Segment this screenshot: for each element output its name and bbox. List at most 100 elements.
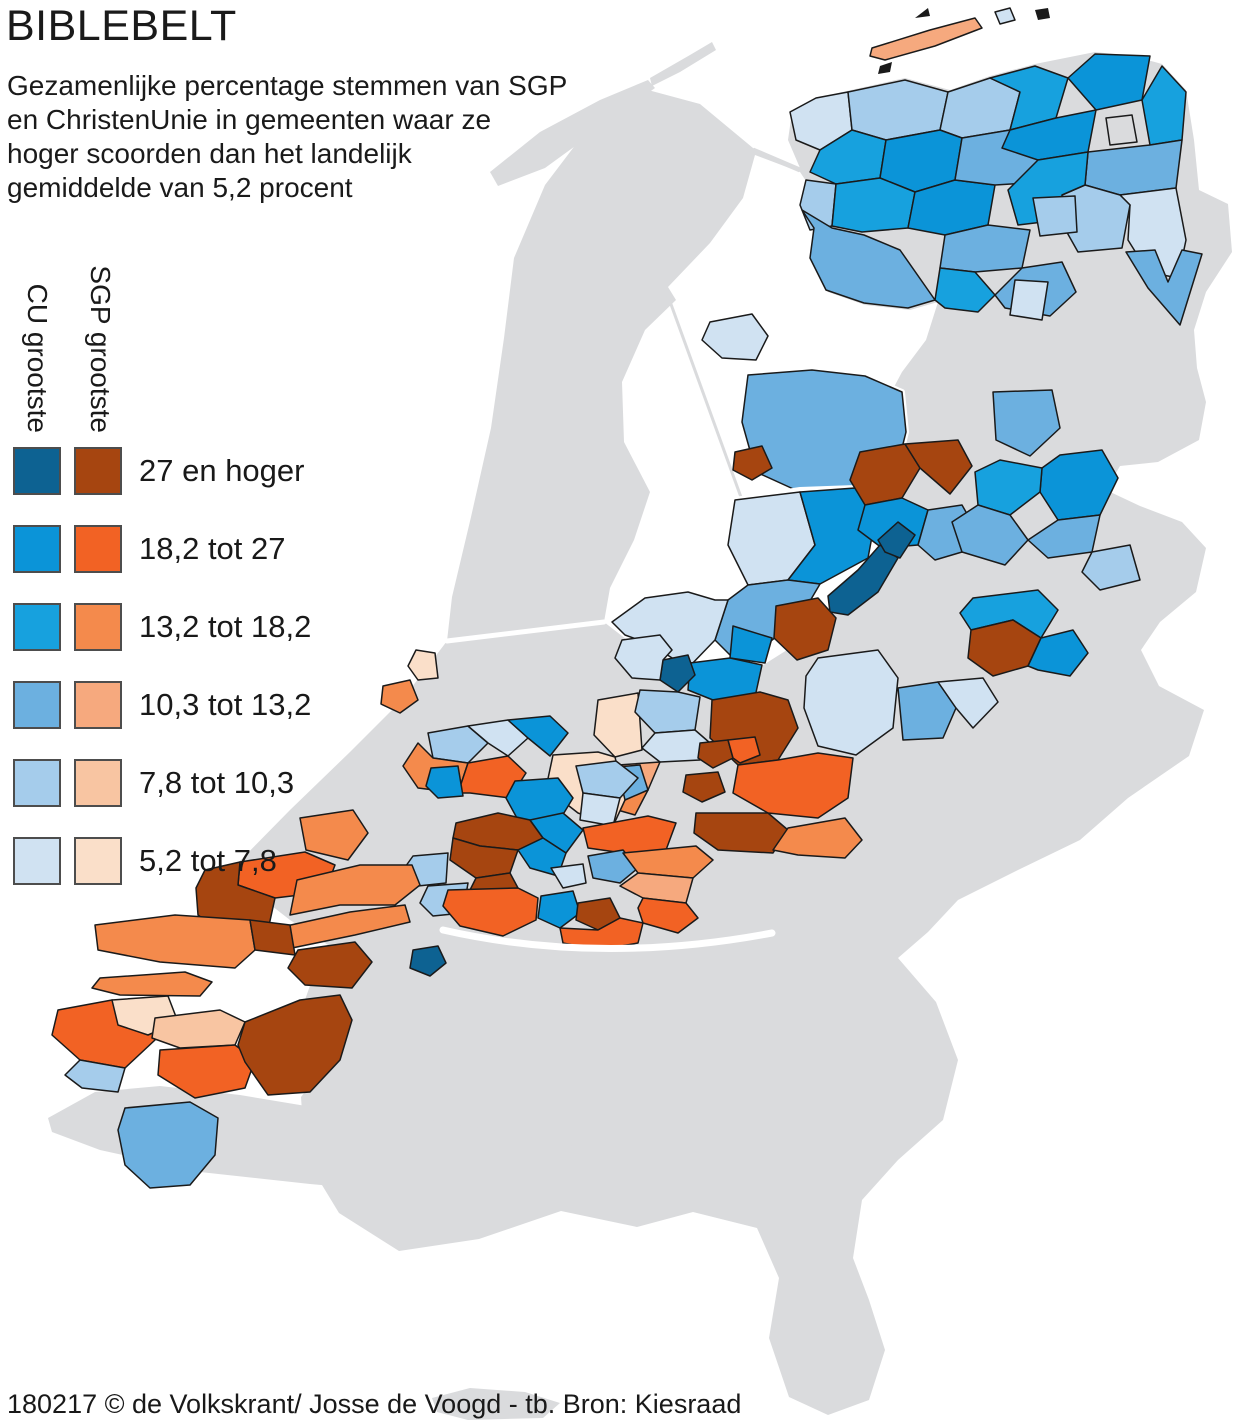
legend-row: 10,3 tot 13,2 — [13, 681, 311, 729]
reimerswaal — [237, 994, 353, 1096]
municipality-shape — [507, 715, 569, 757]
municipality-shape — [550, 863, 587, 889]
municipality-shape — [439, 926, 776, 952]
municipality-shape — [1067, 53, 1151, 111]
municipality-shape — [1027, 514, 1101, 559]
legend: 27 en hoger 18,2 tot 27 13,2 tot 18,2 10,3 … — [13, 447, 311, 915]
legend-swatch-cu — [13, 837, 61, 885]
municipality-shape — [1141, 65, 1187, 146]
legend-row-label: 10,3 tot 13,2 — [139, 687, 312, 722]
legend-swatch-sgp — [74, 759, 122, 807]
municipality-shape — [937, 677, 999, 729]
houtribdijk — [666, 295, 744, 501]
hoeksche-waard — [289, 864, 421, 916]
legend-row-label: 13,2 tot 18,2 — [139, 609, 312, 644]
municipality-shape — [897, 681, 957, 741]
katwijk — [380, 679, 419, 714]
municipality-shape — [701, 313, 769, 361]
municipality-shape — [1009, 279, 1049, 321]
zuid-beveland — [157, 1044, 256, 1099]
municipality-shape — [579, 792, 621, 827]
islet — [878, 62, 892, 74]
legend-swatch-cu — [13, 447, 61, 495]
municipality-shape — [427, 725, 489, 764]
municipality-shape — [467, 719, 529, 757]
afsluitdijk — [752, 147, 801, 173]
westland — [299, 809, 369, 861]
municipality-shape — [951, 504, 1029, 566]
municipality-shape — [614, 634, 673, 681]
neder-betuwe — [693, 812, 789, 854]
legend-row-label: 18,2 tot 27 — [139, 531, 286, 566]
gray-municipality — [1105, 114, 1138, 146]
municipality-shape — [877, 521, 916, 559]
legend-row: 18,2 tot 27 — [13, 525, 311, 573]
noord-beveland — [91, 971, 213, 997]
credit-line: 180217 © de Volkskrant/ Josse de Voogd -… — [7, 1389, 742, 1419]
veenendaal — [682, 771, 726, 803]
legend-row-label: 27 en hoger — [139, 453, 305, 488]
municipality-shape — [637, 897, 699, 934]
municipality-shape — [1032, 195, 1078, 237]
subtitle: Gezamenlijke percentage stemmen van SGP … — [7, 69, 567, 205]
municipality-shape — [529, 812, 584, 854]
municipality-shape — [801, 209, 936, 309]
municipality-shape — [575, 760, 639, 799]
municipality-shape — [1027, 629, 1089, 677]
legend-row: 27 en hoger — [13, 447, 311, 495]
municipality-shape — [537, 890, 581, 929]
municipality-shape — [407, 649, 439, 681]
legend-swatch-sgp — [74, 681, 122, 729]
legend-swatch-cu — [13, 759, 61, 807]
legend-swatch-cu — [13, 681, 61, 729]
legend-row-label: 7,8 tot 10,3 — [139, 765, 295, 800]
islet — [1035, 8, 1050, 20]
municipality-shape — [727, 736, 761, 764]
legend-row: 7,8 tot 10,3 — [13, 759, 311, 807]
noordzeekanaal — [444, 619, 607, 644]
legend-swatch-sgp — [74, 837, 122, 885]
municipality-shape — [593, 692, 643, 758]
legend-swatch-sgp — [74, 603, 122, 651]
subtitle-line: hoger scoorden dan het landelijk — [7, 138, 412, 169]
legend-column-label-cu: CU grootste — [22, 283, 53, 433]
terneuzen — [117, 1101, 219, 1189]
legend-swatch-cu — [13, 525, 61, 573]
subtitle-line: gemiddelde van 5,2 procent — [7, 172, 353, 203]
municipality-shape — [249, 919, 296, 956]
municipality-shape — [992, 389, 1061, 457]
nunspeet — [773, 597, 837, 661]
island-schiermonnikoog — [994, 7, 1016, 25]
island-texel — [490, 80, 655, 186]
municipality-shape — [442, 887, 539, 937]
page-title: BIBLEBELT — [6, 2, 237, 50]
municipality-shape — [622, 845, 714, 879]
tholen — [287, 941, 373, 989]
scherpenzeel — [697, 739, 734, 769]
legend-row: 5,2 tot 7,8 — [13, 837, 311, 885]
municipality-shape — [517, 837, 567, 877]
legend-swatch-sgp — [74, 447, 122, 495]
municipality-shape — [904, 439, 973, 495]
municipality-shape — [1125, 249, 1203, 326]
islet — [915, 8, 930, 18]
legend-row: 13,2 tot 18,2 — [13, 603, 311, 651]
municipality-shape — [729, 625, 773, 664]
legend-swatch-sgp — [74, 525, 122, 573]
schouwen-duiveland — [94, 914, 256, 969]
legend-swatch-cu — [13, 603, 61, 651]
municipality-shape — [409, 945, 447, 977]
legend-row-label: 5,2 tot 7,8 — [139, 843, 277, 878]
legend-column-label-sgp: SGP grootste — [85, 265, 116, 433]
subtitle-line: en ChristenUnie in gemeenten waar ze — [7, 104, 492, 135]
island-vlieland — [650, 42, 716, 86]
municipality-shape — [1081, 544, 1141, 591]
municipality-shape — [772, 817, 863, 859]
belgium-fragment — [432, 1388, 560, 1420]
elburg-oldebroek — [827, 544, 899, 616]
municipality-shape — [425, 765, 464, 799]
ede — [732, 752, 854, 819]
island-terschelling — [869, 17, 983, 61]
